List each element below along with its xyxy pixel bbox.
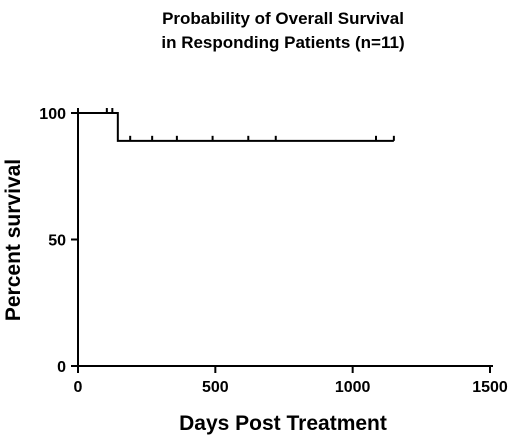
y-axis-label: Percent survival [2,159,25,321]
plot-area [78,108,395,142]
ticks: 0 500 1000 1500 0 50 100 [39,106,508,396]
x-tick-label: 1000 [335,379,371,396]
x-axis-label: Days Post Treatment [179,412,387,435]
x-tick-label: 0 [74,379,83,396]
axes [77,108,493,367]
x-tick-label: 1500 [472,379,508,396]
x-tick-label: 500 [202,379,229,396]
survival-step-line [78,112,394,142]
chart-title-line-1: Probability of Overall Survival [162,9,404,28]
chart-title-line-2: in Responding Patients (n=11) [161,33,404,52]
y-tick-label: 100 [39,106,66,123]
y-tick-label: 50 [48,233,66,250]
y-tick-label: 0 [57,359,66,376]
